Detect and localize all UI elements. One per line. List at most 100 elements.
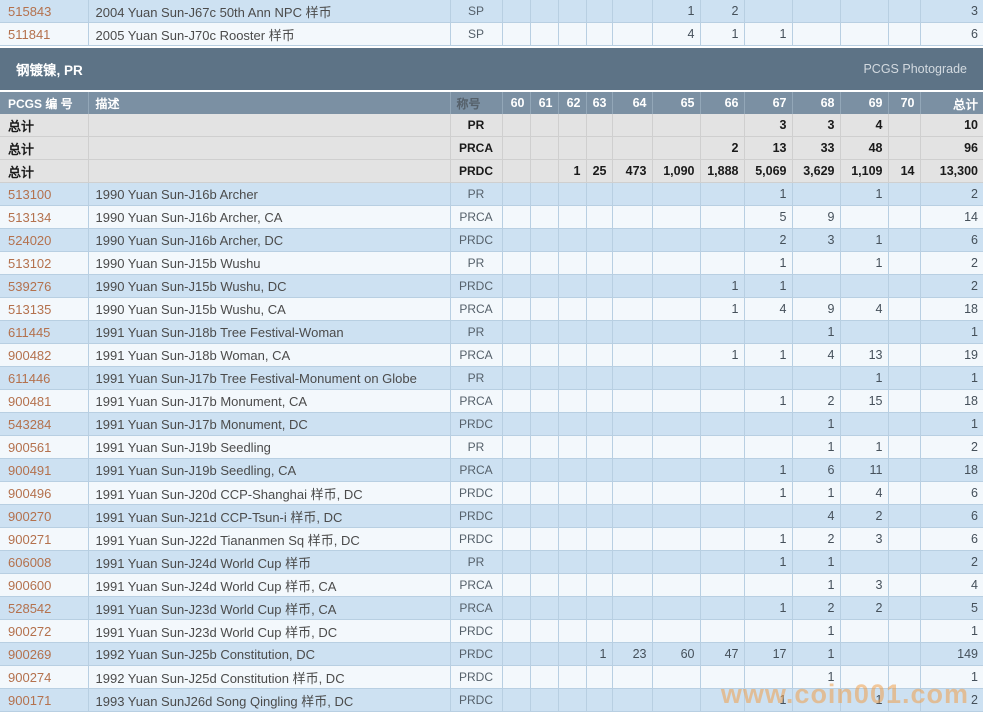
row-total-label: 总计 bbox=[0, 159, 89, 183]
pcgs-id-link[interactable]: 900561 bbox=[0, 435, 89, 459]
col-grade-60: 60 bbox=[501, 92, 531, 114]
pcgs-id-link[interactable]: 511841 bbox=[0, 22, 89, 46]
grade-65-cell bbox=[651, 389, 701, 413]
grade-64-cell bbox=[611, 550, 653, 574]
grade-61-cell bbox=[529, 0, 559, 23]
grade-69-cell bbox=[839, 274, 889, 298]
table-row: 513102 1990 Yuan Sun-J15b Wushu PR 1 1 2 bbox=[0, 251, 983, 275]
grade-66-cell bbox=[699, 596, 745, 620]
designation-cell: PRDC bbox=[449, 274, 503, 298]
grade-63-cell bbox=[585, 665, 613, 689]
grade-61-cell bbox=[529, 619, 559, 643]
pcgs-id-link[interactable]: 513100 bbox=[0, 182, 89, 206]
total-cell: 1 bbox=[919, 320, 983, 344]
col-grade-68: 68 bbox=[791, 92, 841, 114]
grade-70-cell bbox=[887, 550, 921, 574]
total-cell: 3 bbox=[919, 0, 983, 23]
pcgs-id-link[interactable]: 900269 bbox=[0, 642, 89, 666]
description-cell: 1991 Yuan Sun-J24d World Cup 样币 bbox=[87, 550, 451, 574]
grade-66-cell bbox=[699, 228, 745, 252]
total-cell: 18 bbox=[919, 458, 983, 482]
total-cell: 1 bbox=[919, 665, 983, 689]
description-cell: 1991 Yuan Sun-J17b Monument, DC bbox=[87, 412, 451, 436]
grade-69-cell: 2 bbox=[839, 596, 889, 620]
designation-cell: PRCA bbox=[449, 343, 503, 367]
designation-cell: PRDC bbox=[449, 412, 503, 436]
grade-69-cell bbox=[839, 205, 889, 229]
pcgs-id-link[interactable]: 900481 bbox=[0, 389, 89, 413]
grade-61-cell bbox=[529, 458, 559, 482]
pcgs-id-link[interactable]: 524020 bbox=[0, 228, 89, 252]
grade-70-cell bbox=[887, 389, 921, 413]
pcgs-id-link[interactable]: 606008 bbox=[0, 550, 89, 574]
col-grade-69: 69 bbox=[839, 92, 889, 114]
total-cell: 2 bbox=[919, 182, 983, 206]
pcgs-id-link[interactable]: 539276 bbox=[0, 274, 89, 298]
pcgs-id-link[interactable]: 900482 bbox=[0, 343, 89, 367]
pcgs-id-link[interactable]: 900272 bbox=[0, 619, 89, 643]
grade-62-cell bbox=[557, 228, 587, 252]
pcgs-id-link[interactable]: 900491 bbox=[0, 458, 89, 482]
total-cell: 18 bbox=[919, 389, 983, 413]
pcgs-id-link[interactable]: 900271 bbox=[0, 527, 89, 551]
pcgs-id-link[interactable]: 900171 bbox=[0, 688, 89, 712]
grade-69-cell: 1 bbox=[839, 435, 889, 459]
designation-cell: PRCA bbox=[449, 389, 503, 413]
grade-64-cell bbox=[611, 573, 653, 597]
description-cell bbox=[87, 114, 451, 137]
designation-cell: PRDC bbox=[449, 665, 503, 689]
grade-60-cell bbox=[501, 573, 531, 597]
pcgs-id-link[interactable]: 900270 bbox=[0, 504, 89, 528]
grade-67-cell: 1 bbox=[743, 251, 793, 275]
grade-62-cell bbox=[557, 0, 587, 23]
pcgs-id-link[interactable]: 900274 bbox=[0, 665, 89, 689]
grade-63-cell bbox=[585, 596, 613, 620]
grade-62-cell bbox=[557, 458, 587, 482]
grade-65-cell bbox=[651, 481, 701, 505]
grade-63-cell bbox=[585, 297, 613, 321]
grade-68-cell: 1 bbox=[791, 481, 841, 505]
grade-61-cell bbox=[529, 22, 559, 46]
grade-70-cell bbox=[887, 366, 921, 390]
pcgs-id-link[interactable]: 543284 bbox=[0, 412, 89, 436]
grade-63-cell bbox=[585, 366, 613, 390]
grade-69-cell bbox=[839, 642, 889, 666]
table-row: 513134 1990 Yuan Sun-J16b Archer, CA PRCA 5… bbox=[0, 205, 983, 229]
grade-66-cell: 1,888 bbox=[699, 159, 745, 183]
description-cell: 1990 Yuan Sun-J16b Archer, CA bbox=[87, 205, 451, 229]
pcgs-id-link[interactable]: 513135 bbox=[0, 297, 89, 321]
grade-69-cell: 4 bbox=[839, 297, 889, 321]
grade-66-cell bbox=[699, 458, 745, 482]
col-grade-67: 67 bbox=[743, 92, 793, 114]
pcgs-photograde-link[interactable]: PCGS Photograde bbox=[863, 62, 967, 76]
grade-66-cell bbox=[699, 688, 745, 712]
pcgs-id-link[interactable]: 528542 bbox=[0, 596, 89, 620]
grade-68-cell: 2 bbox=[791, 596, 841, 620]
col-grade-62: 62 bbox=[557, 92, 587, 114]
grade-66-cell bbox=[699, 412, 745, 436]
pcgs-id-link[interactable]: 515843 bbox=[0, 0, 89, 23]
grade-63-cell bbox=[585, 114, 613, 137]
pcgs-id-link[interactable]: 900496 bbox=[0, 481, 89, 505]
grade-66-cell bbox=[699, 114, 745, 137]
grade-69-cell: 1 bbox=[839, 251, 889, 275]
designation-cell: PRCA bbox=[449, 297, 503, 321]
pcgs-id-link[interactable]: 611445 bbox=[0, 320, 89, 344]
grade-70-cell bbox=[887, 320, 921, 344]
grade-64-cell bbox=[611, 274, 653, 298]
grade-66-cell bbox=[699, 205, 745, 229]
table-row: 总计 PR 3 3 4 10 bbox=[0, 114, 983, 137]
grade-68-cell: 1 bbox=[791, 642, 841, 666]
pcgs-id-link[interactable]: 513102 bbox=[0, 251, 89, 275]
grade-61-cell bbox=[529, 136, 559, 160]
pcgs-id-link[interactable]: 513134 bbox=[0, 205, 89, 229]
pcgs-id-link[interactable]: 611446 bbox=[0, 366, 89, 390]
grade-60-cell bbox=[501, 297, 531, 321]
grade-68-cell bbox=[791, 274, 841, 298]
grade-61-cell bbox=[529, 205, 559, 229]
grade-67-cell: 1 bbox=[743, 182, 793, 206]
pcgs-id-link[interactable]: 900600 bbox=[0, 573, 89, 597]
grade-64-cell bbox=[611, 596, 653, 620]
table-row: 515843 2004 Yuan Sun-J67c 50th Ann NPC 样币… bbox=[0, 0, 983, 23]
